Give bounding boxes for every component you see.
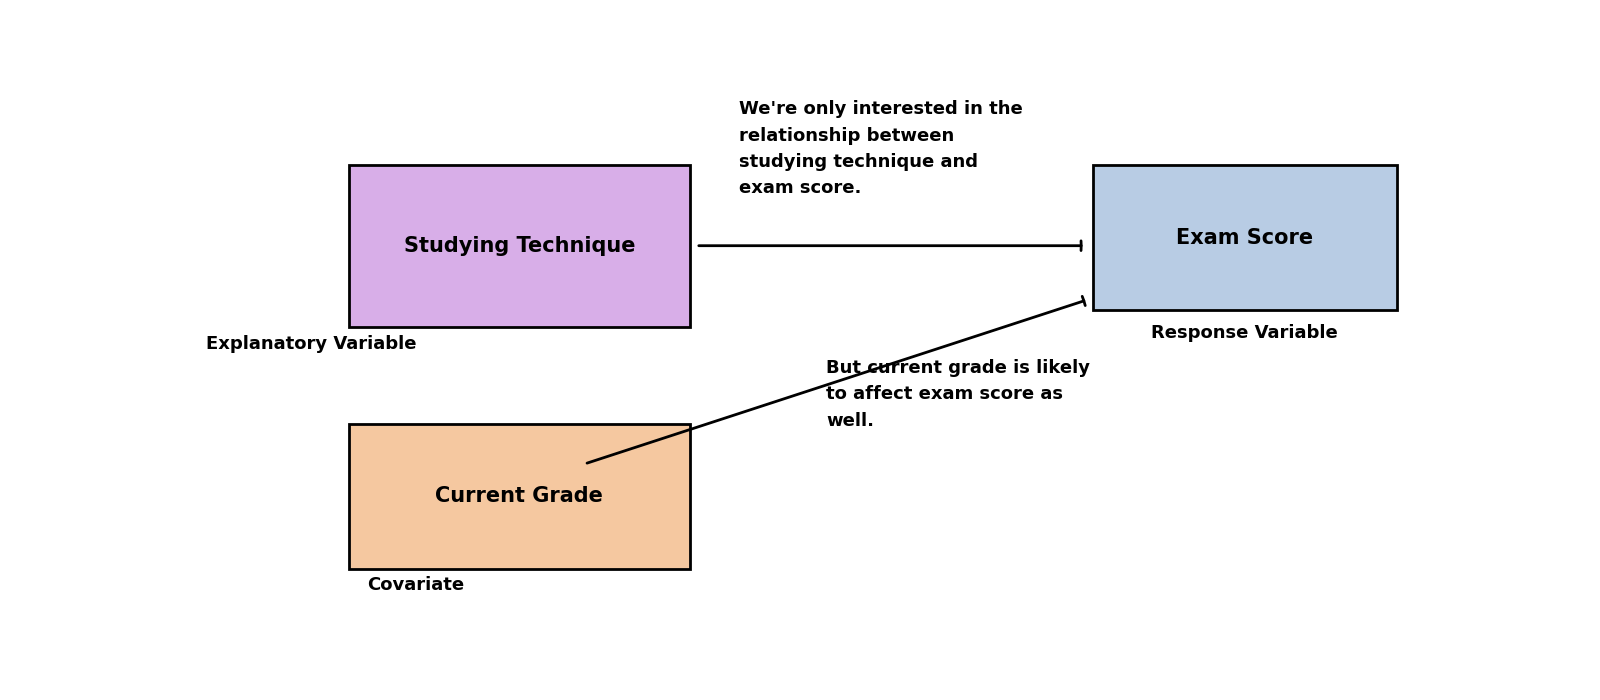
- FancyBboxPatch shape: [1093, 165, 1397, 310]
- FancyBboxPatch shape: [349, 424, 690, 569]
- FancyBboxPatch shape: [349, 165, 690, 326]
- Text: Studying Technique: Studying Technique: [403, 236, 635, 256]
- Text: Response Variable: Response Variable: [1150, 324, 1338, 342]
- Text: But current grade is likely
to affect exam score as
well.: But current grade is likely to affect ex…: [826, 359, 1090, 430]
- Text: Covariate: Covariate: [368, 575, 464, 594]
- Text: Current Grade: Current Grade: [435, 486, 603, 506]
- Text: Explanatory Variable: Explanatory Variable: [206, 335, 416, 353]
- Text: Exam Score: Exam Score: [1176, 228, 1314, 248]
- Text: We're only interested in the
relationship between
studying technique and
exam sc: We're only interested in the relationshi…: [739, 100, 1022, 197]
